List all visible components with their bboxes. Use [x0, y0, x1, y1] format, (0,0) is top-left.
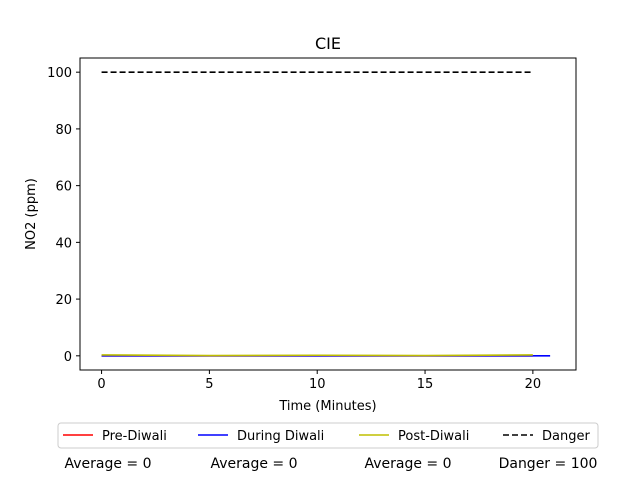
y-tick-label-1: 20 [55, 293, 72, 308]
average-notes: Average = 0 Average = 0 Average = 0 Danger … [64, 456, 597, 472]
legend-frame [57, 422, 599, 449]
y-tick-label-3: 60 [55, 180, 72, 195]
x-tick-label-4: 20 [525, 377, 542, 392]
average-note-0: Average = 0 [64, 456, 151, 472]
plot-area [79, 57, 577, 371]
y-tick-label-5: 100 [47, 66, 72, 81]
average-note-1: Average = 0 [210, 456, 297, 472]
x-tick-label-1: 5 [205, 377, 213, 392]
x-axis: 0 5 10 15 20 [97, 370, 541, 392]
average-note-3: Danger = 100 [499, 456, 598, 472]
x-tick-label-3: 15 [417, 377, 434, 392]
x-axis-label: Time (Minutes) [278, 399, 376, 414]
legend-label-1: During Diwali [237, 429, 324, 444]
average-note-2: Average = 0 [364, 456, 451, 472]
y-axis: 0 20 40 60 80 100 [47, 66, 80, 365]
legend: Pre-Diwali During Diwali Post-Diwali Danger [57, 422, 599, 449]
series-line-2 [101, 354, 533, 357]
plot-frame [79, 57, 577, 371]
y-tick-label-4: 80 [55, 123, 72, 138]
x-tick-label-2: 10 [309, 377, 326, 392]
y-tick-label-2: 40 [55, 236, 72, 251]
legend-label-2: Post-Diwali [398, 429, 469, 444]
chart-title: CIE [315, 34, 341, 53]
legend-label-0: Pre-Diwali [102, 429, 167, 444]
x-tick-label-0: 0 [97, 377, 105, 392]
legend-label-3: Danger [542, 429, 590, 444]
y-tick-label-0: 0 [64, 350, 72, 365]
y-axis-label: NO2 (ppm) [24, 178, 39, 250]
